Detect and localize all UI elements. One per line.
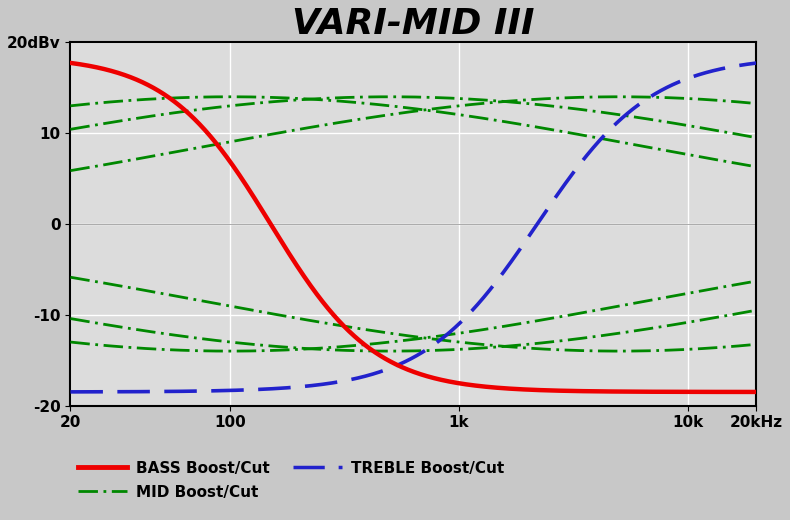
MID Boost/Cut [739, 161, 748, 167]
BASS Boost/Cut [664, 388, 674, 395]
MID Boost/Cut [66, 103, 75, 109]
Title: VARI-MID III: VARI-MID III [292, 7, 535, 41]
MID Boost/Cut [185, 94, 194, 100]
TREBLE Boost/Cut [664, 83, 674, 89]
BASS Boost/Cut [144, 82, 153, 88]
BASS Boost/Cut [329, 312, 338, 318]
BASS Boost/Cut [752, 389, 762, 395]
TREBLE Boost/Cut [359, 373, 368, 380]
MID Boost/Cut [664, 148, 674, 154]
Line: TREBLE Boost/Cut: TREBLE Boost/Cut [70, 63, 757, 392]
TREBLE Boost/Cut [752, 60, 762, 66]
MID Boost/Cut [144, 96, 153, 102]
MID Boost/Cut [329, 98, 338, 104]
MID Boost/Cut [226, 94, 235, 100]
BASS Boost/Cut [66, 60, 75, 66]
BASS Boost/Cut [185, 111, 194, 118]
TREBLE Boost/Cut [144, 388, 153, 395]
BASS Boost/Cut [739, 389, 748, 395]
BASS Boost/Cut [359, 341, 368, 347]
TREBLE Boost/Cut [66, 389, 75, 395]
MID Boost/Cut [359, 100, 368, 106]
MID Boost/Cut [752, 164, 762, 170]
TREBLE Boost/Cut [739, 62, 748, 68]
Legend: BASS Boost/Cut, MID Boost/Cut, TREBLE Boost/Cut: BASS Boost/Cut, MID Boost/Cut, TREBLE Bo… [78, 461, 504, 500]
TREBLE Boost/Cut [329, 380, 338, 386]
Line: MID Boost/Cut: MID Boost/Cut [70, 97, 757, 167]
Line: BASS Boost/Cut: BASS Boost/Cut [70, 63, 757, 392]
TREBLE Boost/Cut [185, 388, 194, 394]
